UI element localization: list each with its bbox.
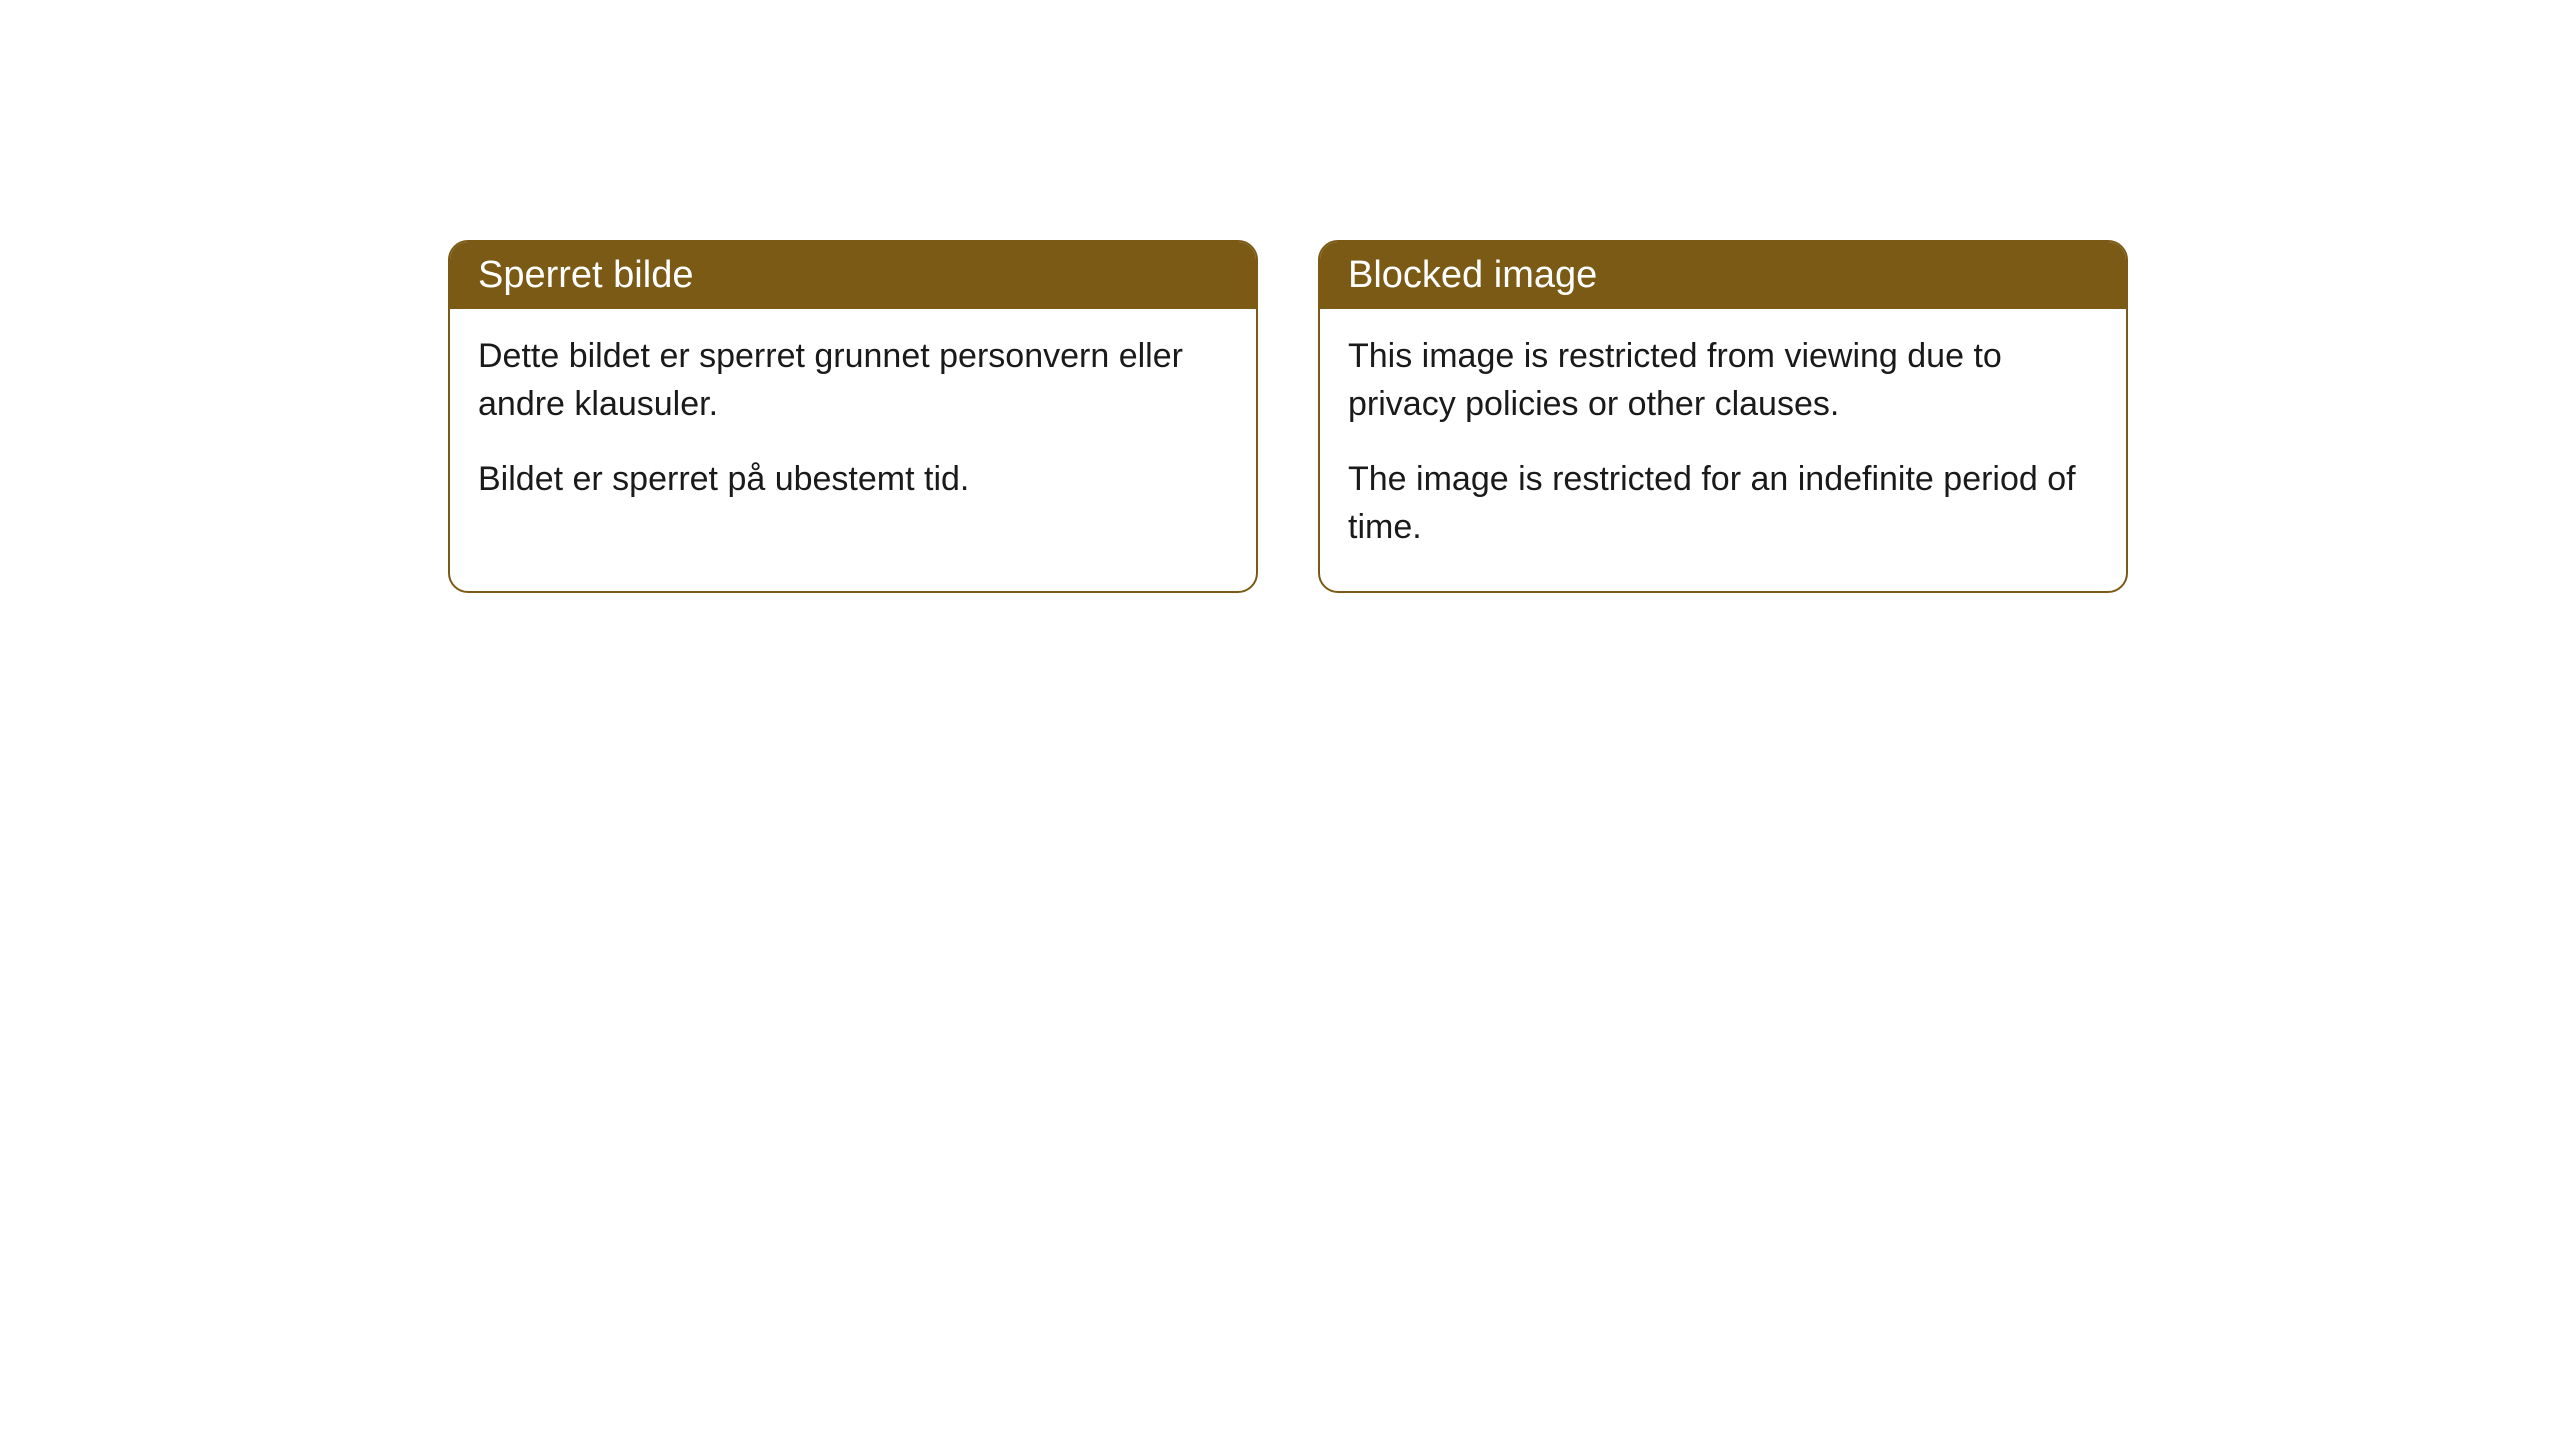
card-header-norwegian: Sperret bilde	[450, 242, 1256, 309]
card-text-norwegian-1: Dette bildet er sperret grunnet personve…	[478, 333, 1228, 428]
card-norwegian: Sperret bilde Dette bildet er sperret gr…	[448, 240, 1258, 593]
card-text-english-2: The image is restricted for an indefinit…	[1348, 456, 2098, 551]
card-english: Blocked image This image is restricted f…	[1318, 240, 2128, 593]
cards-container: Sperret bilde Dette bildet er sperret gr…	[448, 240, 2560, 593]
card-body-english: This image is restricted from viewing du…	[1320, 309, 2126, 591]
card-body-norwegian: Dette bildet er sperret grunnet personve…	[450, 309, 1256, 544]
card-header-english: Blocked image	[1320, 242, 2126, 309]
card-text-english-1: This image is restricted from viewing du…	[1348, 333, 2098, 428]
card-text-norwegian-2: Bildet er sperret på ubestemt tid.	[478, 456, 1228, 504]
